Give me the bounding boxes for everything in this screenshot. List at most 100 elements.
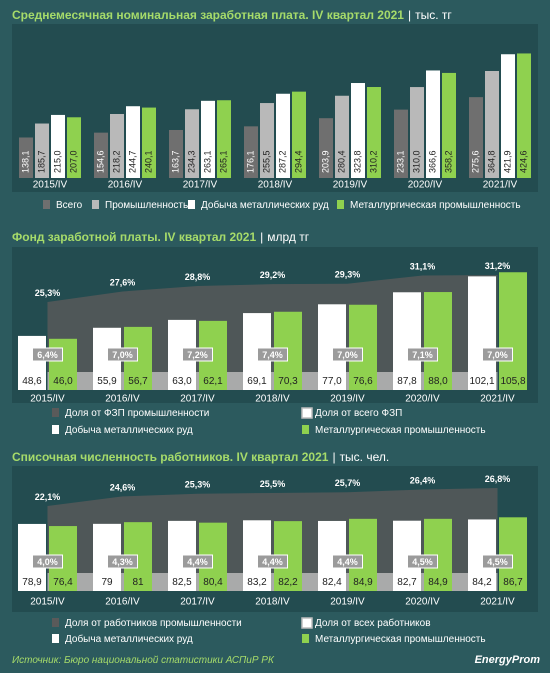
chart2-industry-share-label: 29,2% xyxy=(260,270,286,280)
chart3-total-share-label: 4,5% xyxy=(487,557,508,567)
chart2-total-share-badge xyxy=(257,347,288,362)
chart2-value-label: 63,0 xyxy=(172,376,192,387)
chart1-title-sep: | xyxy=(407,8,412,22)
chart2-industry-share-label: 31,2% xyxy=(485,261,511,271)
chart1-bar xyxy=(335,95,349,178)
chart1-bar xyxy=(442,72,456,178)
chart1-value-label: 240,1 xyxy=(143,150,153,173)
chart3-total-share-strip xyxy=(47,573,498,591)
chart3-legend-2-marker xyxy=(52,634,59,643)
chart3-category-label: 2018/IV xyxy=(255,597,290,608)
chart1-value-label: 294,4 xyxy=(293,150,303,173)
chart3-legend-1-marker xyxy=(301,617,313,629)
chart1-title-text: Среднемесячная номинальная заработная пл… xyxy=(12,8,404,22)
chart3-title-sep: | xyxy=(332,450,336,464)
chart3-category-label: 2019/IV xyxy=(330,597,365,608)
chart2-bar xyxy=(49,338,77,390)
chart3-total-share-label: 4,5% xyxy=(412,557,433,567)
chart2-total-share-badge xyxy=(482,347,513,362)
chart1-value-label: 163,7 xyxy=(170,150,180,173)
chart2-value-label: 102,1 xyxy=(469,376,494,387)
chart2-value-label: 87,8 xyxy=(397,376,417,387)
chart2-category-label: 2019/IV xyxy=(330,394,365,405)
chart2-total-share-label: 7,0% xyxy=(337,350,358,360)
chart2-value-label: 88,0 xyxy=(428,376,448,387)
chart1-value-label: 280,4 xyxy=(336,150,346,173)
chart1-value-label: 265,1 xyxy=(218,150,228,173)
chart3-total-share-badge xyxy=(257,554,288,569)
chart2-total-share-strip xyxy=(47,372,498,390)
chart1-bar xyxy=(110,113,124,178)
chart2-bar xyxy=(499,272,527,390)
chart1-bar xyxy=(217,100,231,178)
chart2-legend-2-label: Добыча металлических руд xyxy=(65,424,193,436)
chart2-svg: 48,6 46,0 6,4% 25,3% 2015/IV 55,9 56,7 7,0% 27,6… xyxy=(12,247,538,436)
chart2-bar xyxy=(424,292,452,390)
chart3-total-share-badge xyxy=(482,554,513,569)
chart1-value-label: 421,9 xyxy=(502,150,512,173)
chart3-industry-share-label: 26,8% xyxy=(485,474,511,484)
chart1-value-label: 424,6 xyxy=(518,150,528,173)
chart3-legend-3-marker xyxy=(302,634,309,643)
chart2-title-text: Фонд заработной платы. IV квартал 2021 xyxy=(12,230,257,244)
chart1-legend-2-label: Добыча металлических руд xyxy=(201,199,329,211)
chart1-legend-0-label: Всего xyxy=(56,200,83,211)
chart1-bar xyxy=(19,137,33,178)
chart1-bar xyxy=(319,118,333,178)
chart2-category-label: 2018/IV xyxy=(255,394,290,405)
chart1-unit: тыс. тг xyxy=(415,8,452,22)
chart3-value-label: 82,4 xyxy=(322,577,342,588)
chart3-total-share-badge xyxy=(182,554,213,569)
chart1-legend-2-marker xyxy=(188,200,195,209)
chart2-legend-0-label: Доля от ФЗП промышленности xyxy=(65,408,209,419)
chart2-total-share-badge xyxy=(32,347,63,362)
chart1-bar xyxy=(201,100,215,178)
chart1-legend-0-marker xyxy=(43,200,50,209)
chart1-bar xyxy=(260,103,274,178)
chart2-industry-share-label: 31,1% xyxy=(410,261,436,271)
chart2-total-share-label: 7,2% xyxy=(187,350,208,360)
chart2-bar xyxy=(18,335,46,390)
chart1-bar xyxy=(351,83,365,178)
chart2-value-label: 62,1 xyxy=(203,376,223,387)
chart2-value-label: 105,8 xyxy=(500,376,525,387)
chart2-value-label: 70,3 xyxy=(278,376,298,387)
chart3-legend-1-label: Доля от всех работников xyxy=(315,617,431,629)
chart3-value-label: 83,2 xyxy=(247,577,267,588)
chart2-industry-share-label: 29,3% xyxy=(335,270,361,280)
chart2-category-label: 2015/IV xyxy=(30,394,65,405)
chart3-svg: 78,9 76,4 4,0% 22,1% 2015/IV 79 81 4,3% 24,6% 201… xyxy=(12,466,538,645)
chart3-value-label: 78,9 xyxy=(22,577,42,588)
chart1-category-label: 2017/IV xyxy=(183,180,218,191)
chart1-value-label: 263,1 xyxy=(202,150,212,173)
chart2-share-area xyxy=(47,275,498,390)
chart3-industry-share-label: 25,5% xyxy=(260,479,286,489)
chart1-bar xyxy=(426,70,440,178)
chart1-value-label: 234,3 xyxy=(186,150,196,173)
source-note: Источник: Бюро национальной статистики А… xyxy=(12,655,274,666)
chart3-total-share-badge xyxy=(407,554,438,569)
chart2-bar xyxy=(318,304,346,390)
chart3-industry-share-label: 26,4% xyxy=(410,476,436,486)
chart1-value-label: 275,6 xyxy=(470,150,480,173)
chart2-value-label: 56,7 xyxy=(128,376,148,387)
chart1-bar xyxy=(94,132,108,178)
chart1-bar xyxy=(276,93,290,178)
chart1-bar xyxy=(244,126,258,178)
chart2-total-share-badge xyxy=(332,347,363,362)
chart2-value-label: 48,6 xyxy=(22,376,42,387)
chart3-total-share-badge xyxy=(107,554,138,569)
chart2-legend-1-marker xyxy=(301,407,313,419)
chart2-total-share-badge xyxy=(107,347,138,362)
chart2-legend-2-marker xyxy=(52,425,59,434)
chart3-value-label: 84,2 xyxy=(472,577,492,588)
chart1-bar xyxy=(485,70,499,178)
chart3-category-label: 2020/IV xyxy=(405,597,440,608)
chart2-value-label: 77,0 xyxy=(322,376,342,387)
chart1-bar xyxy=(469,97,483,178)
chart1-value-label: 364,8 xyxy=(486,150,496,173)
chart2-total-share-label: 7,1% xyxy=(412,350,433,360)
chart2-total-share-label: 7,4% xyxy=(262,350,283,360)
chart3-value-label: 82,2 xyxy=(278,577,298,588)
